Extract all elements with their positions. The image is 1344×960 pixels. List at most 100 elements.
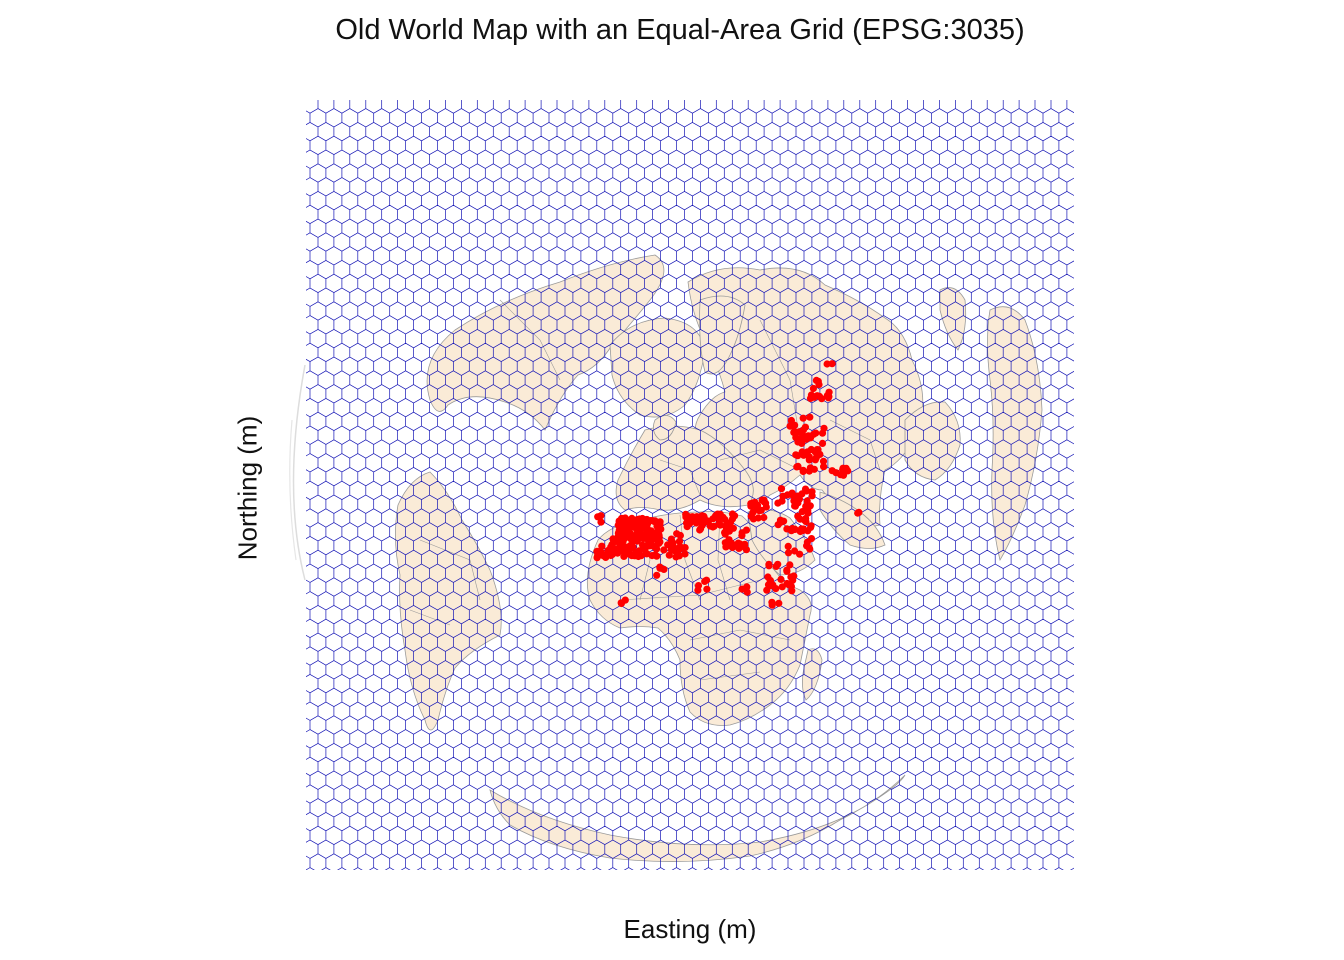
site-point: [813, 446, 821, 454]
site-point: [774, 560, 782, 568]
site-point: [818, 395, 826, 403]
site-point: [765, 562, 773, 570]
country-border: [699, 671, 761, 681]
site-point: [643, 529, 651, 537]
site-point: [791, 427, 799, 436]
site-point: [681, 550, 689, 558]
site-point: [812, 429, 820, 437]
site-point: [787, 573, 795, 581]
site-point: [681, 544, 689, 552]
site-point: [792, 451, 800, 459]
site-point: [633, 537, 642, 545]
site-point: [726, 518, 735, 527]
site-point: [721, 530, 729, 538]
site-point: [667, 535, 676, 543]
site-point: [775, 599, 783, 607]
site-point: [618, 515, 626, 524]
site-point: [777, 575, 785, 584]
site-point: [703, 585, 711, 593]
site-point: [702, 576, 711, 584]
site-point: [809, 384, 818, 393]
country-border: [679, 514, 701, 601]
site-point: [820, 424, 828, 432]
country-border: [659, 459, 701, 496]
site-point: [602, 551, 610, 559]
site-point: [672, 553, 680, 561]
site-point: [623, 543, 631, 551]
country-border: [759, 319, 801, 441]
site-point: [629, 522, 637, 530]
site-point: [650, 518, 659, 526]
site-point: [722, 543, 730, 551]
site-point: [819, 457, 828, 465]
site-point: [653, 545, 661, 553]
site-point: [803, 542, 811, 550]
site-point: [811, 456, 820, 464]
y-axis-label: Northing (m): [232, 415, 263, 561]
site-point: [796, 550, 804, 558]
site-points-layer: [593, 360, 863, 609]
site-point: [818, 439, 827, 447]
site-point: [633, 515, 642, 524]
site-point: [731, 512, 739, 520]
site-point: [749, 499, 757, 507]
site-point: [789, 492, 797, 500]
land-scandinavia: [699, 295, 746, 375]
site-point: [667, 546, 675, 554]
site-point: [665, 551, 673, 559]
country-border: [419, 539, 481, 601]
hex-cell-grid: [306, 100, 1074, 870]
site-point: [660, 546, 668, 554]
site-point: [617, 599, 626, 608]
hex-grid-layer: [306, 100, 1074, 870]
map-title: Old World Map with an Equal-Area Grid (E…: [335, 14, 1025, 46]
site-point: [786, 561, 794, 569]
site-point: [628, 514, 636, 523]
site-point: [778, 583, 786, 591]
site-point: [803, 503, 811, 511]
site-point: [810, 393, 818, 401]
site-point: [794, 462, 802, 470]
site-point: [656, 563, 664, 571]
country-borders-layer: [409, 299, 881, 681]
site-point: [684, 513, 693, 521]
site-point: [799, 467, 807, 476]
site-point: [749, 515, 758, 523]
site-point: [801, 423, 810, 431]
site-point: [656, 524, 664, 532]
land-eurasia: [687, 267, 924, 527]
site-point: [795, 435, 803, 443]
site-point: [643, 550, 651, 558]
site-point: [675, 537, 684, 545]
site-point: [728, 543, 737, 552]
site-point: [766, 577, 775, 585]
land-madagascar: [802, 648, 823, 701]
site-point: [594, 513, 602, 521]
projection-boundary: [292, 364, 306, 581]
site-point: [685, 520, 693, 528]
site-point: [698, 512, 706, 520]
site-point: [713, 512, 721, 520]
site-point: [783, 566, 791, 574]
site-point: [597, 518, 605, 526]
site-point: [807, 522, 815, 530]
site-point: [778, 497, 786, 505]
site-point: [812, 376, 821, 384]
site-point: [701, 518, 709, 526]
site-point: [777, 485, 786, 493]
site-point: [627, 535, 635, 543]
site-point: [774, 521, 782, 529]
site-point: [787, 527, 796, 535]
site-point: [783, 491, 792, 499]
site-point: [598, 542, 606, 550]
site-point: [762, 503, 770, 511]
site-point: [807, 535, 816, 543]
site-point: [789, 421, 797, 429]
site-point: [805, 453, 813, 461]
projection-boundary: [289, 419, 297, 561]
site-point: [694, 586, 702, 594]
world-land-layer: [395, 254, 1043, 862]
site-point: [676, 545, 684, 553]
site-point: [772, 585, 780, 593]
